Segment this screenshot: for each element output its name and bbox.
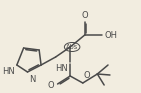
- Text: O: O: [47, 81, 54, 89]
- Text: O: O: [81, 11, 88, 20]
- Text: HN: HN: [56, 64, 68, 73]
- Text: OH: OH: [104, 31, 117, 40]
- Text: O: O: [84, 71, 90, 80]
- Text: HN: HN: [2, 67, 15, 76]
- Text: N: N: [29, 75, 36, 84]
- Text: Abs: Abs: [66, 44, 78, 50]
